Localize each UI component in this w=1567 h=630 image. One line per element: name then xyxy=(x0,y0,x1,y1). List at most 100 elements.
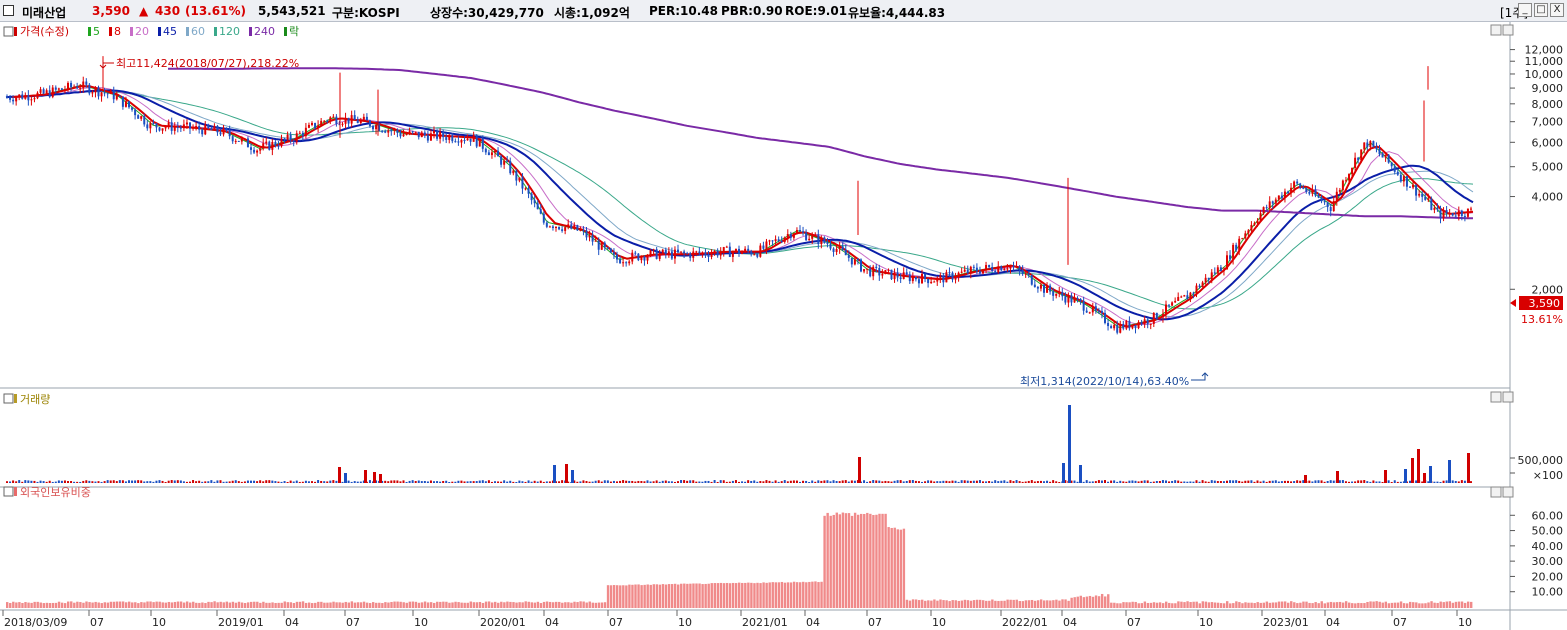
volume-bar xyxy=(792,480,795,483)
candle-body xyxy=(738,248,740,254)
candle-body xyxy=(307,124,310,128)
volume-bar xyxy=(1000,480,1003,483)
foreign-ratio-bar xyxy=(469,601,472,608)
candle-body xyxy=(1363,142,1366,150)
volume-bar xyxy=(271,480,274,483)
foreign-ratio-bar xyxy=(622,585,625,608)
candle-body xyxy=(60,88,63,90)
volume-bar xyxy=(304,480,307,483)
foreign-ratio-bar xyxy=(658,584,662,608)
candle-body xyxy=(1387,154,1390,163)
candle-body xyxy=(158,127,161,131)
candle-body xyxy=(948,272,951,274)
select-checkbox[interactable] xyxy=(3,5,14,16)
candle-body xyxy=(759,245,762,257)
candle-body xyxy=(1021,270,1024,275)
volume-bar xyxy=(551,480,554,483)
minimize-button[interactable]: _ xyxy=(1518,3,1532,17)
candle-body xyxy=(963,269,966,272)
candle-body xyxy=(1012,265,1015,267)
candle-body xyxy=(716,250,719,256)
candle-body xyxy=(448,135,451,140)
foreign-ratio-bar xyxy=(280,602,283,608)
foreign-ratio-bar xyxy=(1171,603,1174,608)
foreign-ratio-bar xyxy=(680,583,683,608)
foreign-ratio-bar xyxy=(1213,602,1217,608)
foreign-ratio-bar xyxy=(725,582,729,608)
foreign-ratio-bar xyxy=(490,602,494,608)
foreign-ratio-bar xyxy=(811,581,814,608)
ma240-line xyxy=(168,67,1474,220)
volume-bar xyxy=(1283,480,1286,483)
candle-body xyxy=(1460,210,1463,216)
foreign-ratio-bar xyxy=(994,600,997,608)
volume-bar xyxy=(85,480,88,483)
foreign-ratio-bar xyxy=(960,600,964,608)
foreign-ratio-bar xyxy=(1079,595,1082,608)
candle-body xyxy=(875,266,878,268)
candle-body xyxy=(240,138,243,142)
close-button[interactable]: X xyxy=(1550,3,1564,17)
volume-bar xyxy=(1210,480,1213,483)
candle-body xyxy=(1451,213,1454,216)
low-annotation: 최저1,314(2022/10/14),63.40% xyxy=(1020,372,1209,388)
foreign-ratio-bar xyxy=(1238,602,1241,608)
candle-body xyxy=(259,148,262,151)
volume-bar xyxy=(234,480,237,483)
foreign-ratio-bar xyxy=(1372,601,1375,608)
candle-body xyxy=(835,249,838,252)
foreign-ratio-bar xyxy=(442,601,445,608)
volume-bar xyxy=(1161,480,1164,483)
foreign-ratio-bar xyxy=(1381,602,1384,608)
volume-bar xyxy=(1137,481,1140,483)
volume-bar xyxy=(661,480,664,483)
candle-body xyxy=(204,124,207,135)
candle-body xyxy=(640,256,643,261)
candle-body xyxy=(612,252,615,255)
volume-bar xyxy=(1195,480,1198,483)
foreign-ratio-bar xyxy=(225,601,228,608)
volume-bar xyxy=(1351,481,1354,483)
candle-body xyxy=(1335,191,1338,202)
volume-bar xyxy=(1375,481,1378,483)
foreign-ratio-bar xyxy=(820,581,823,608)
candle-body xyxy=(911,276,914,282)
volume-bar-spike xyxy=(571,470,574,483)
volume-bar xyxy=(1329,480,1332,483)
volume-bar xyxy=(844,480,847,483)
volume-bar xyxy=(655,480,658,483)
candle-body xyxy=(829,244,832,249)
foreign-ratio-bar xyxy=(140,602,143,608)
volume-bar-spike xyxy=(379,474,382,483)
foreign-ratio-bar xyxy=(1277,601,1281,608)
volume-bar xyxy=(375,480,378,483)
stock-chart: 가격(수정) 5 8 20 45 60 120 240 락 거래량 외국인보유비중 12,00… xyxy=(0,22,1567,630)
maximize-button[interactable]: □ xyxy=(1534,3,1548,17)
foreign-ratio-bar xyxy=(1168,602,1171,608)
foreign-ratio-bar xyxy=(704,583,707,608)
candle-body xyxy=(1094,306,1097,311)
volume-bar xyxy=(128,480,130,483)
candle-body xyxy=(606,247,609,249)
foreign-ratio-bar xyxy=(774,582,777,608)
volume-bar xyxy=(515,481,518,483)
foreign-ratio-bar xyxy=(39,602,42,608)
candle-body xyxy=(1360,149,1363,161)
foreign-ratio-bar xyxy=(375,602,378,608)
foreign-ratio-bar xyxy=(414,601,418,608)
volume-bar xyxy=(1076,481,1079,483)
foreign-ratio-bar xyxy=(189,602,192,608)
candle-body xyxy=(1027,273,1030,276)
volume-bar xyxy=(1143,480,1146,483)
foreign-ratio-bar xyxy=(1293,602,1296,608)
foreign-ratio-bar xyxy=(1454,601,1458,608)
foreign-ratio-bar xyxy=(219,601,222,608)
foreign-ratio-bar xyxy=(582,601,585,608)
panel-buttons[interactable] xyxy=(1490,24,1514,498)
foreign-ratio-bar xyxy=(930,600,933,608)
foreign-tick: 40.00 xyxy=(1532,540,1564,553)
volume-bar xyxy=(731,480,734,483)
foreign-ratio-bar xyxy=(1466,601,1470,608)
foreign-ratio-bar xyxy=(94,601,97,608)
foreign-ratio-bar xyxy=(917,600,921,608)
